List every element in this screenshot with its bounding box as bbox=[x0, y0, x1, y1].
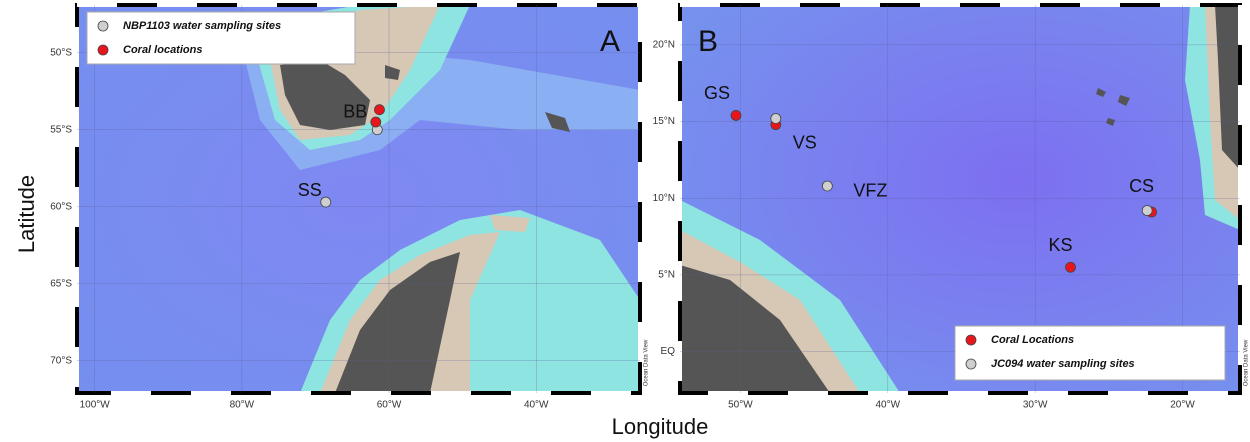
legend-label: Coral Locations bbox=[991, 334, 1074, 346]
legend-marker bbox=[98, 21, 108, 31]
x-tick-label: 20°W bbox=[1170, 400, 1195, 411]
x-axis-label: Longitude bbox=[612, 414, 709, 439]
site-marker bbox=[731, 110, 741, 120]
x-tick-label: 30°W bbox=[1023, 400, 1048, 411]
y-tick-label: 10°N bbox=[653, 193, 675, 204]
y-tick-label: 55°S bbox=[50, 124, 72, 135]
y-tick-label: 5°N bbox=[658, 270, 675, 281]
site-marker bbox=[771, 113, 781, 123]
y-tick-label: 65°S bbox=[50, 278, 72, 289]
site-marker bbox=[374, 105, 384, 115]
x-tick-label: 50°W bbox=[728, 400, 753, 411]
site-marker bbox=[321, 197, 331, 207]
legend-marker bbox=[98, 45, 108, 55]
x-tick-label: 60°W bbox=[377, 400, 402, 411]
x-tick-label: 40°W bbox=[876, 400, 901, 411]
y-tick-label: 20°N bbox=[653, 40, 675, 51]
site-marker bbox=[1066, 262, 1076, 272]
site-marker bbox=[371, 117, 381, 127]
panel-letter: A bbox=[600, 25, 620, 58]
site-label: BB bbox=[343, 101, 367, 121]
watermark: Ocean Data View bbox=[644, 339, 650, 386]
x-tick-label: 80°W bbox=[230, 400, 255, 411]
y-axis-label: Latitude bbox=[14, 175, 39, 253]
legend-label: Coral locations bbox=[123, 44, 202, 56]
legend-marker bbox=[966, 359, 976, 369]
site-label: CS bbox=[1129, 176, 1154, 196]
y-tick-label: 60°S bbox=[50, 201, 72, 212]
x-tick-label: 100°W bbox=[80, 400, 111, 411]
legend-label: JC094 water sampling sites bbox=[991, 358, 1135, 370]
figure: Latitude Longitude 100°W 80°W 60°W 40°W 50°S… bbox=[0, 0, 1250, 442]
y-tick-label: 15°N bbox=[653, 116, 675, 127]
site-label: SS bbox=[298, 180, 322, 200]
panel-letter: B bbox=[698, 25, 718, 58]
site-label: KS bbox=[1049, 235, 1073, 255]
site-label: VFZ bbox=[853, 181, 887, 201]
y-tick-label: 70°S bbox=[50, 355, 72, 366]
site-marker bbox=[1142, 206, 1152, 216]
site-label: GS bbox=[704, 83, 730, 103]
site-marker bbox=[822, 181, 832, 191]
watermark: Ocean Data View bbox=[1244, 339, 1250, 386]
y-tick-label: 50°S bbox=[50, 47, 72, 58]
legend-label: NBP1103 water sampling sites bbox=[123, 20, 281, 32]
legend-marker bbox=[966, 335, 976, 345]
y-tick-label: EQ bbox=[661, 346, 676, 357]
x-tick-label: 40°W bbox=[524, 400, 549, 411]
site-label: VS bbox=[793, 132, 817, 152]
